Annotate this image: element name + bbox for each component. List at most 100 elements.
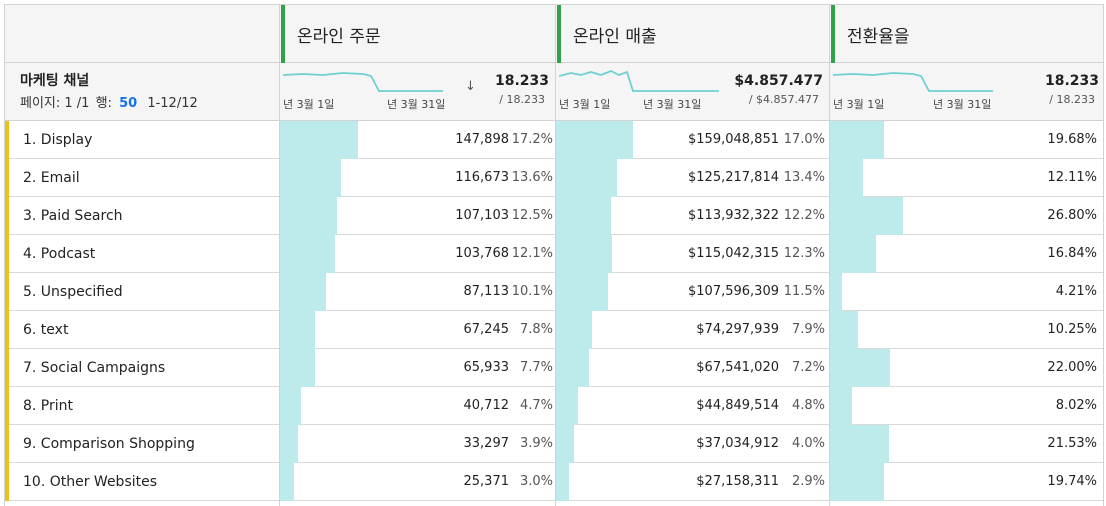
rows-label: 행: [95,96,112,111]
cell-revenue: $27,158,311 2.9% [555,463,829,501]
orders-value: 25,371 [463,474,510,489]
row-dimension-name[interactable]: 8. Print [23,398,74,414]
summary-cell-orders: 년 3월 1일 년 3월 31일 ↓ 18.233 / 18.233 [279,63,555,121]
orders-bar [280,387,301,425]
cell-revenue: $74,297,939 7.9% [555,311,829,349]
cell-orders: 103,768 12.1% [279,235,555,273]
conversion-bar [830,463,884,501]
table-row[interactable]: 1. Display 147,898 17.2% $159,048,851 17.0% 1… [5,121,1103,159]
revenue-bar [556,273,608,311]
row-dimension-name[interactable]: 10. Other Websites [23,474,158,490]
revenue-bar [556,425,574,463]
orders-percent: 4.7% [519,398,553,413]
table-row[interactable]: 10. Other Websites 25,371 3.0% $27,158,311 2… [5,463,1103,501]
revenue-bar [556,311,592,349]
orders-bar [280,311,315,349]
sparkline-start-label: 년 3월 1일 [833,98,885,111]
cell-orders: 25,371 3.0% [279,463,555,501]
row-dimension-name[interactable]: 4. Podcast [23,246,96,262]
row-marker [5,121,9,159]
row-dimension-name[interactable]: 6. text [23,322,69,338]
orders-percent: 3.0% [519,474,553,489]
conversion-value: 19.74% [1047,474,1097,489]
cell-conversion: 8.02% [829,387,1103,425]
conversion-bar [830,121,884,159]
conversion-value: 4.21% [1055,284,1097,299]
table-row[interactable]: 3. Paid Search 107,103 12.5% $113,932,322 12… [5,197,1103,235]
row-dimension-name[interactable]: 1. Display [23,132,93,148]
freeform-table: 온라인 주문 온라인 매출 전환율을 마케팅 채널 페이지: 1 /1 행: 5… [4,4,1104,506]
revenue-percent: 7.2% [791,360,825,375]
cell-conversion: 10.25% [829,311,1103,349]
metric-header-conversion-rate[interactable]: 전환율을 [829,5,1103,63]
orders-bar [280,349,315,387]
orders-value: 147,898 [455,132,509,147]
orders-value: 67,245 [463,322,510,337]
revenue-value: $107,596,309 [688,284,779,299]
pagination: 페이지: 1 /1 행: 50 1-12/12 [20,92,198,111]
row-marker [5,159,9,197]
orders-percent: 7.8% [519,322,553,337]
orders-bar [280,121,358,159]
table-row[interactable]: 2. Email 116,673 13.6% $125,217,814 13.4% 12.… [5,159,1103,197]
cell-orders: 147,898 17.2% [279,121,555,159]
sparkline-end-label: 년 3월 31일 [643,98,702,111]
conversion-value: 16.84% [1047,246,1097,261]
cell-revenue: $107,596,309 11.5% [555,273,829,311]
summary-cell-revenue: 년 3월 1일 년 3월 31일 $4.857.477 / $4.857.477 [555,63,829,121]
summary-cell-conversion: 년 3월 1일 년 3월 31일 18.233 / 18.233 [829,63,1103,121]
cell-conversion: 19.68% [829,121,1103,159]
summary-total: / 18.233 [1049,93,1095,106]
metric-header-online-orders[interactable]: 온라인 주문 [279,5,555,63]
cell-orders: 116,673 13.6% [279,159,555,197]
revenue-percent: 17.0% [783,132,825,147]
conversion-bar [830,235,876,273]
summary-value: $4.857.477 [734,73,823,89]
row-marker [5,349,9,387]
column-divider [279,5,280,506]
cell-conversion: 4.21% [829,273,1103,311]
revenue-value: $113,932,322 [688,208,779,223]
summary-total: / $4.857.477 [748,93,819,106]
metric-header-online-revenue[interactable]: 온라인 매출 [555,5,829,63]
cell-conversion: 21.53% [829,425,1103,463]
rows-per-page-selector[interactable]: 50 [119,96,138,111]
table-row[interactable]: 8. Print 40,712 4.7% $44,849,514 4.8% 8.02% [5,387,1103,425]
column-header-row [5,5,1103,63]
dimension-title[interactable]: 마케팅 채널 [20,73,90,89]
row-dimension-name[interactable]: 5. Unspecified [23,284,123,300]
cell-conversion: 22.00% [829,349,1103,387]
sparkline-start-label: 년 3월 1일 [283,98,335,111]
conversion-bar [830,425,889,463]
row-dimension-name[interactable]: 7. Social Campaigns [23,360,166,376]
revenue-percent: 7.9% [791,322,825,337]
table-row[interactable]: 4. Podcast 103,768 12.1% $115,042,315 12.3% 1… [5,235,1103,273]
row-marker [5,235,9,273]
table-row[interactable]: 6. text 67,245 7.8% $74,297,939 7.9% 10.25% [5,311,1103,349]
conversion-bar [830,349,890,387]
metric-title: 온라인 주문 [297,27,381,47]
sparkline-end-label: 년 3월 31일 [933,98,992,111]
conversion-bar [830,387,852,425]
sparkline-start-label: 년 3월 1일 [559,98,611,111]
row-marker [5,273,9,311]
metric-color-bar [831,5,835,63]
table-row[interactable]: 9. Comparison Shopping 33,297 3.9% $37,034,… [5,425,1103,463]
orders-bar [280,425,298,463]
cell-orders: 65,933 7.7% [279,349,555,387]
orders-value: 116,673 [455,170,509,185]
row-dimension-name[interactable]: 3. Paid Search [23,208,123,224]
table-row[interactable]: 5. Unspecified 87,113 10.1% $107,596,309 11.… [5,273,1103,311]
sparkline-line [283,72,443,92]
row-marker [5,463,9,501]
revenue-value: $37,034,912 [696,436,779,451]
orders-percent: 10.1% [511,284,553,299]
table-row[interactable]: 7. Social Campaigns 65,933 7.7% $67,541,020… [5,349,1103,387]
metric-color-bar [557,5,561,63]
sparkline-line [559,70,719,92]
conversion-bar [830,311,858,349]
arrow-down-icon[interactable]: ↓ [465,79,476,94]
row-dimension-name[interactable]: 2. Email [23,170,80,186]
orders-value: 65,933 [463,360,510,375]
row-dimension-name[interactable]: 9. Comparison Shopping [23,436,195,452]
